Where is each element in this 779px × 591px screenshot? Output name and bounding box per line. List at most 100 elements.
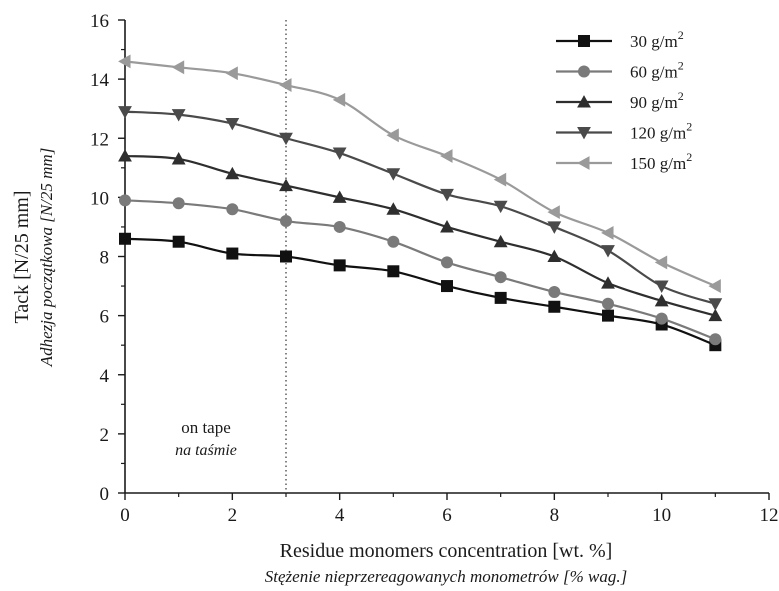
x-tick-label: 12 xyxy=(760,505,779,526)
legend-item: 150 g/m2 xyxy=(556,150,692,173)
data-point xyxy=(441,280,453,293)
y-tick-label: 6 xyxy=(100,307,110,328)
data-point xyxy=(171,60,185,75)
data-point xyxy=(332,147,347,160)
legend-marker xyxy=(577,126,591,140)
legend-item: 120 g/m2 xyxy=(556,120,692,143)
data-point xyxy=(601,245,615,258)
data-point xyxy=(279,78,292,92)
legend-item: 60 g/m2 xyxy=(556,59,684,82)
data-point xyxy=(602,309,614,322)
data-point xyxy=(601,225,614,240)
x-tick-label: 2 xyxy=(228,505,238,526)
y-axis-title: Tack [N/25 mm] xyxy=(11,190,33,323)
x-tick-label: 8 xyxy=(550,505,560,526)
legend-label: 120 g/m2 xyxy=(630,120,692,143)
data-point xyxy=(118,149,132,162)
data-point xyxy=(386,202,401,215)
data-point xyxy=(387,265,400,278)
series-4 xyxy=(118,54,721,293)
series-0 xyxy=(119,232,722,352)
legend-label: 150 g/m2 xyxy=(630,150,692,173)
data-point xyxy=(654,255,668,270)
data-point xyxy=(601,276,615,289)
data-point xyxy=(440,220,454,233)
data-point xyxy=(172,235,185,248)
data-point xyxy=(547,221,562,234)
data-point xyxy=(708,298,723,311)
data-point xyxy=(493,172,507,187)
legend-item: 90 g/m2 xyxy=(556,89,684,112)
legend-marker xyxy=(577,156,590,170)
data-point xyxy=(548,300,561,313)
data-point xyxy=(119,232,131,245)
x-tick-label: 10 xyxy=(652,505,671,526)
y-tick-label: 2 xyxy=(100,425,110,446)
data-point xyxy=(709,333,722,346)
data-point xyxy=(708,308,723,322)
legend-label: 90 g/m2 xyxy=(630,89,684,112)
y-tick-label: 4 xyxy=(100,366,110,387)
data-point xyxy=(226,203,239,216)
y-tick-label: 10 xyxy=(90,188,109,209)
legend-marker xyxy=(577,95,591,108)
y-tick-label: 16 xyxy=(90,11,109,32)
legend: 30 g/m2 60 g/m2 90 g/m2 120 g/m2 150 g/m2 xyxy=(556,28,692,173)
y-tick-label: 8 xyxy=(100,248,110,269)
axes-layer: 0 2 4 6 8 10 12 0 2 4 6 8 10 12 14 16 xyxy=(90,11,779,526)
data-point xyxy=(333,220,346,233)
data-point xyxy=(441,256,453,269)
y-axis-title-secondary: Adhezja początkowa [N/25 mm] xyxy=(37,148,56,368)
data-point xyxy=(493,234,508,248)
data-point xyxy=(386,168,401,181)
annotation-on-tape: on tape xyxy=(181,418,231,437)
data-point xyxy=(440,188,454,202)
data-point xyxy=(494,271,507,284)
data-point xyxy=(602,297,614,310)
legend-label: 60 g/m2 xyxy=(630,59,684,82)
data-point xyxy=(493,200,508,214)
x-tick-label: 4 xyxy=(335,505,345,526)
data-point xyxy=(172,197,185,210)
series-3 xyxy=(118,106,723,311)
legend-item: 30 g/m2 xyxy=(556,28,684,51)
data-point xyxy=(386,128,399,143)
data-point xyxy=(332,190,347,203)
x-axis-title-secondary: Stężenie nieprzereagowanych monometrów [… xyxy=(265,567,627,586)
x-tick-label: 0 xyxy=(120,505,130,526)
y-tick-label: 14 xyxy=(90,70,110,91)
data-point xyxy=(548,285,561,298)
data-point xyxy=(333,259,346,272)
data-point xyxy=(118,106,132,119)
legend-marker xyxy=(578,35,590,47)
data-point xyxy=(654,293,669,307)
data-point xyxy=(119,194,131,207)
data-point xyxy=(279,178,293,192)
data-point xyxy=(494,291,507,304)
series-1 xyxy=(119,194,722,346)
data-point xyxy=(225,66,238,81)
y-tick-label: 0 xyxy=(100,484,110,505)
data-point xyxy=(225,117,240,131)
legend-marker xyxy=(578,65,590,78)
data-point xyxy=(655,312,668,325)
data-point xyxy=(280,215,292,228)
data-point xyxy=(279,132,293,146)
data-point xyxy=(225,166,240,180)
data-point xyxy=(387,235,400,248)
data-point xyxy=(226,247,239,260)
data-point xyxy=(654,280,669,293)
data-point xyxy=(171,152,186,165)
series-2 xyxy=(118,149,723,322)
x-axis-title: Residue monomers concentration [wt. %] xyxy=(280,540,613,562)
legend-label: 30 g/m2 xyxy=(630,28,684,51)
data-point xyxy=(280,250,292,263)
data-point xyxy=(118,54,131,69)
x-tick-label: 6 xyxy=(442,505,452,526)
annotation-on-tape-secondary: na taśmie xyxy=(175,442,237,459)
data-point xyxy=(440,149,453,163)
series-line xyxy=(124,237,716,347)
y-tick-label: 12 xyxy=(90,129,109,150)
data-point xyxy=(547,249,562,263)
